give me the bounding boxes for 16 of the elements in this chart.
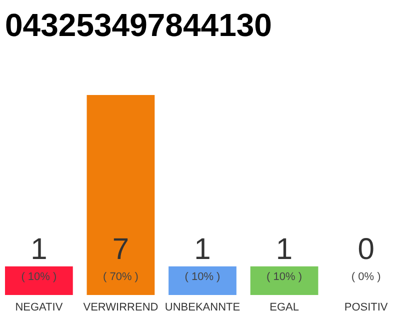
- annotation: ( 10% ): [266, 271, 302, 283]
- data-label: 1: [276, 233, 293, 266]
- annotation: ( 10% ): [184, 271, 220, 283]
- data-label: 1: [194, 233, 211, 266]
- x-tick-label: UNBEKANNTE: [164, 302, 240, 314]
- x-tick-label: NEGATIV: [15, 302, 64, 314]
- annotation: ( 70% ): [102, 271, 138, 283]
- x-tick-label: POSITIV: [344, 302, 388, 314]
- data-label: 0: [358, 233, 374, 266]
- annotation: ( 0% ): [351, 271, 381, 283]
- chart-title: 043253497844130: [5, 7, 272, 43]
- data-label: 7: [112, 233, 130, 266]
- x-tick-label: EGAL: [270, 302, 299, 314]
- data-label: 1: [30, 233, 48, 266]
- x-tick-label: VERWIRREND: [83, 302, 158, 314]
- annotation: ( 10% ): [21, 271, 57, 283]
